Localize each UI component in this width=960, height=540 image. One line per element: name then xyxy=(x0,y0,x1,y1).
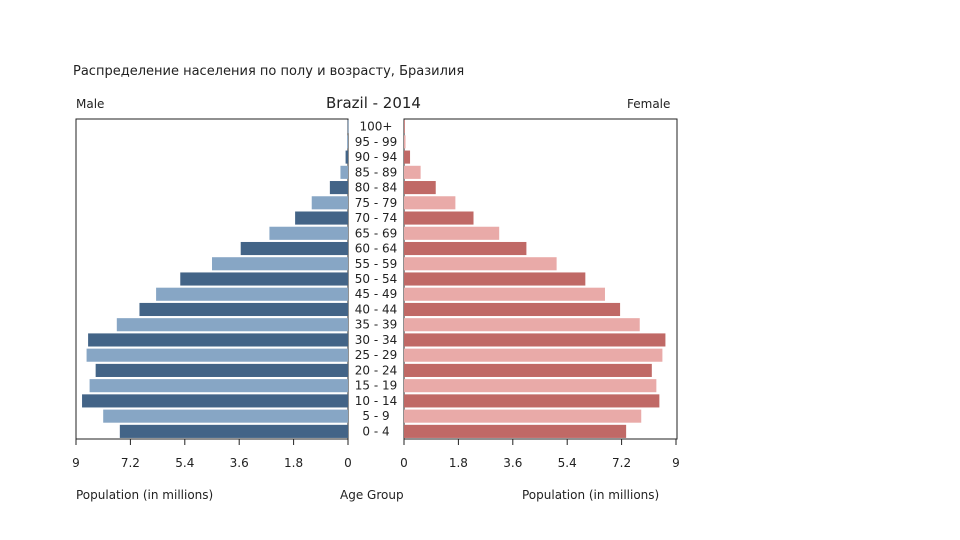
female-bar-100plus xyxy=(404,120,405,134)
female-x-axis-label: Population (in millions) xyxy=(522,488,660,502)
age-group-label: 40 - 44 xyxy=(355,302,398,316)
male-x-tick-label: 5.4 xyxy=(175,456,194,470)
female-bar-70-74 xyxy=(404,211,474,225)
male-x-tick-label: 7.2 xyxy=(121,456,140,470)
male-bar-55-59 xyxy=(212,257,348,271)
male-bar-90-94 xyxy=(345,150,348,164)
age-group-label: 45 - 49 xyxy=(355,287,398,301)
age-group-label: 25 - 29 xyxy=(355,348,398,362)
male-label: Male xyxy=(76,97,105,111)
male-bar-80-84 xyxy=(329,181,348,195)
age-group-label: 10 - 14 xyxy=(355,394,398,408)
female-bar-30-34 xyxy=(404,333,666,347)
male-bar-85-89 xyxy=(340,165,348,179)
age-group-label: 50 - 54 xyxy=(355,272,398,286)
female-bar-60-64 xyxy=(404,241,527,256)
female-bar-85-89 xyxy=(404,165,421,179)
age-group-label: 90 - 94 xyxy=(355,150,398,164)
age-group-label: 0 - 4 xyxy=(362,424,389,438)
male-x-axis-label: Population (in millions) xyxy=(76,488,214,502)
age-group-label: 70 - 74 xyxy=(355,211,398,225)
female-x-tick-label: 5.4 xyxy=(558,456,577,470)
age-group-label: 35 - 39 xyxy=(355,318,398,332)
female-x-tick-label: 0 xyxy=(400,456,408,470)
male-x-tick-label: 3.6 xyxy=(230,456,249,470)
male-bar-45-49 xyxy=(156,287,348,301)
female-bar-90-94 xyxy=(404,150,411,164)
female-bar-65-69 xyxy=(404,226,500,240)
female-x-tick-label: 3.6 xyxy=(503,456,522,470)
male-bar-35-39 xyxy=(116,318,348,332)
female-bar-15-19 xyxy=(404,379,657,393)
age-group-label: 80 - 84 xyxy=(355,181,398,195)
female-bar-10-14 xyxy=(404,394,660,408)
female-x-tick-label: 7.2 xyxy=(612,456,631,470)
male-bar-70-74 xyxy=(295,211,348,225)
female-bar-0-4 xyxy=(404,424,627,438)
age-group-label: 15 - 19 xyxy=(355,379,398,393)
male-bar-75-79 xyxy=(311,196,348,210)
male-x-tick-label: 9 xyxy=(72,456,80,470)
male-bar-10-14 xyxy=(82,394,349,408)
male-bar-100plus xyxy=(347,120,349,134)
female-bar-35-39 xyxy=(404,318,640,332)
female-bar-25-29 xyxy=(404,348,663,362)
female-bar-50-54 xyxy=(404,272,586,286)
female-label: Female xyxy=(627,97,671,111)
age-group-label: 55 - 59 xyxy=(355,257,398,271)
female-x-tick-label: 1.8 xyxy=(449,456,468,470)
female-bar-20-24 xyxy=(404,363,652,377)
female-bar-40-44 xyxy=(404,302,621,317)
male-bar-50-54 xyxy=(180,272,348,286)
male-bar-20-24 xyxy=(95,363,349,377)
male-x-tick-label: 0 xyxy=(344,456,352,470)
age-group-label: 30 - 34 xyxy=(355,333,398,347)
age-group-label: 75 - 79 xyxy=(355,196,398,210)
chart-heading: Распределение населения по полу и возрас… xyxy=(73,64,465,79)
age-group-label: 85 - 89 xyxy=(355,165,398,179)
male-bar-15-19 xyxy=(89,379,348,393)
age-group-label: 20 - 24 xyxy=(355,363,398,377)
male-bar-30-34 xyxy=(88,333,348,347)
male-bar-5-9 xyxy=(103,409,348,423)
female-bar-95-99 xyxy=(404,135,406,149)
female-x-tick-label: 9 xyxy=(672,456,680,470)
female-bar-5-9 xyxy=(404,409,642,423)
age-group-label: 5 - 9 xyxy=(362,409,389,423)
female-bar-75-79 xyxy=(404,196,456,210)
age-group-label: 100+ xyxy=(360,120,393,134)
male-bar-95-99 xyxy=(347,135,348,149)
female-bar-80-84 xyxy=(404,181,436,195)
age-group-label: 65 - 69 xyxy=(355,226,398,240)
age-group-axis-label: Age Group xyxy=(340,488,404,502)
male-bar-25-29 xyxy=(86,348,349,362)
male-bar-40-44 xyxy=(139,302,348,317)
male-bar-0-4 xyxy=(119,424,348,438)
chart-title: Brazil - 2014 xyxy=(326,94,421,112)
male-bar-60-64 xyxy=(240,241,348,256)
male-bar-65-69 xyxy=(269,226,348,240)
female-bar-55-59 xyxy=(404,257,557,271)
age-group-label: 95 - 99 xyxy=(355,135,398,149)
male-x-tick-label: 1.8 xyxy=(284,456,303,470)
female-bar-45-49 xyxy=(404,287,605,301)
age-group-label: 60 - 64 xyxy=(355,242,398,256)
